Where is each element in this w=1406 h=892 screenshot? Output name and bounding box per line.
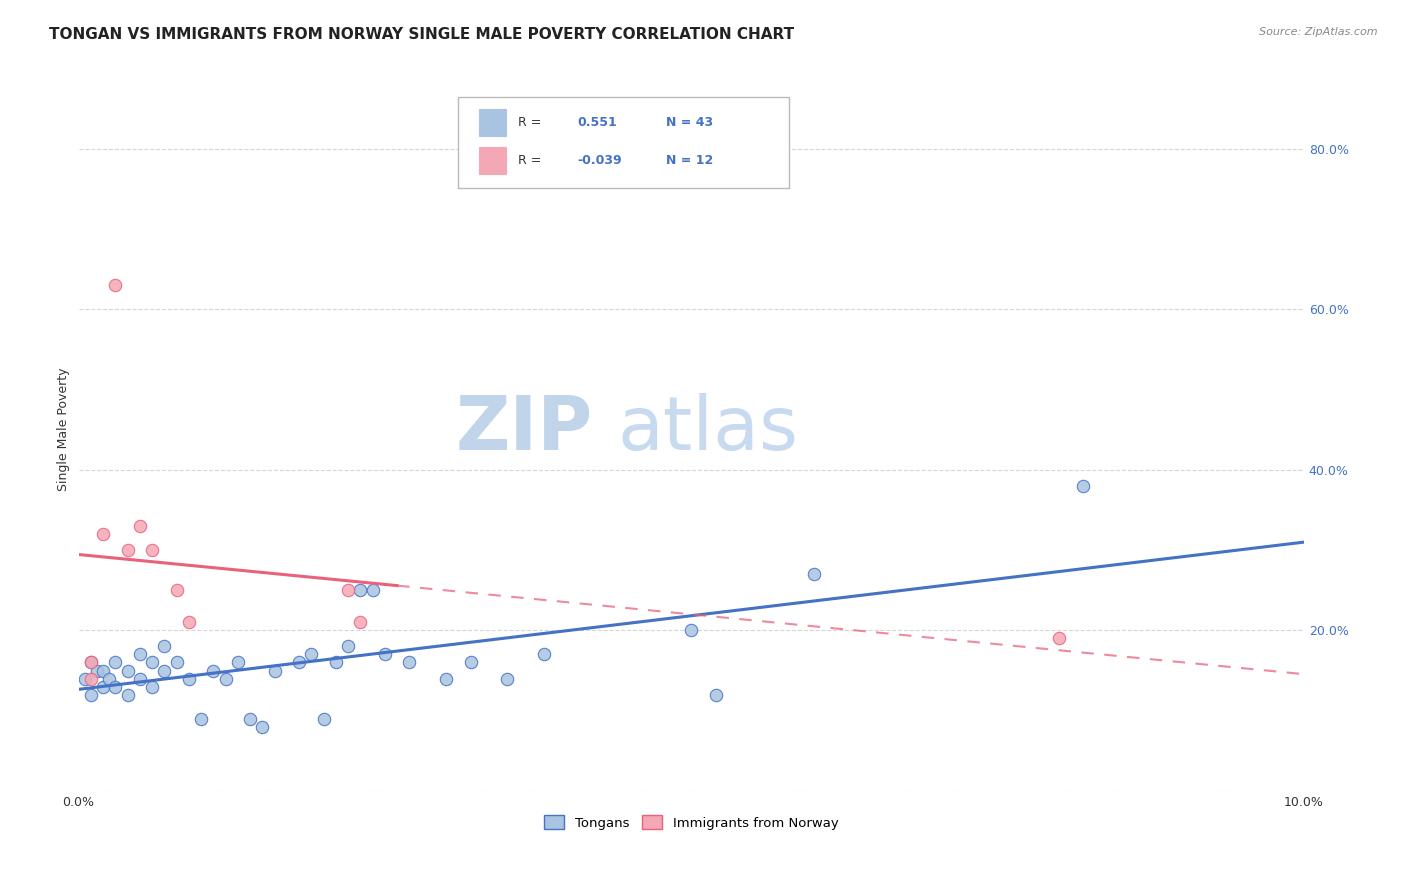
Point xyxy=(226,656,249,670)
Point xyxy=(104,680,127,694)
Point xyxy=(141,680,163,694)
Point xyxy=(374,648,396,662)
Point xyxy=(361,583,384,598)
Bar xyxy=(479,146,506,174)
Point xyxy=(117,688,139,702)
Point xyxy=(80,656,103,670)
Bar xyxy=(479,109,506,136)
Point xyxy=(337,640,360,654)
Point xyxy=(91,680,114,694)
Point xyxy=(299,648,322,662)
Point xyxy=(214,672,236,686)
Point xyxy=(166,656,188,670)
Point xyxy=(141,656,163,670)
Point xyxy=(263,664,285,678)
Text: R =: R = xyxy=(519,153,541,167)
Text: 0.551: 0.551 xyxy=(578,116,617,129)
Point xyxy=(141,543,163,558)
Point xyxy=(117,543,139,558)
Point xyxy=(153,664,176,678)
Text: -0.039: -0.039 xyxy=(578,153,621,167)
Point xyxy=(190,712,212,726)
Point xyxy=(349,583,371,598)
Point xyxy=(1047,632,1070,646)
Point xyxy=(166,583,188,598)
Point xyxy=(533,648,555,662)
Text: N = 12: N = 12 xyxy=(665,153,713,167)
Point xyxy=(337,583,360,598)
Point xyxy=(98,672,121,686)
Point xyxy=(117,664,139,678)
Point xyxy=(312,712,335,726)
FancyBboxPatch shape xyxy=(458,97,789,187)
Point xyxy=(1073,479,1095,493)
Point xyxy=(80,688,103,702)
Point xyxy=(91,527,114,541)
Point xyxy=(681,624,703,638)
Point xyxy=(252,720,274,734)
Legend: Tongans, Immigrants from Norway: Tongans, Immigrants from Norway xyxy=(538,810,844,835)
Point xyxy=(496,672,519,686)
Point xyxy=(803,567,825,582)
Point xyxy=(460,656,482,670)
Y-axis label: Single Male Poverty: Single Male Poverty xyxy=(58,368,70,491)
Point xyxy=(325,656,347,670)
Point xyxy=(153,640,176,654)
Point xyxy=(86,664,108,678)
Point xyxy=(80,672,103,686)
Point xyxy=(91,664,114,678)
Point xyxy=(434,672,457,686)
Text: R =: R = xyxy=(519,116,541,129)
Text: atlas: atlas xyxy=(617,393,799,467)
Point xyxy=(704,688,727,702)
Point xyxy=(80,656,103,670)
Point xyxy=(177,672,200,686)
Point xyxy=(202,664,225,678)
Point xyxy=(128,648,150,662)
Point xyxy=(128,519,150,533)
Point xyxy=(177,615,200,630)
Point xyxy=(104,656,127,670)
Point xyxy=(104,278,127,293)
Point xyxy=(239,712,262,726)
Text: Source: ZipAtlas.com: Source: ZipAtlas.com xyxy=(1260,27,1378,37)
Point xyxy=(128,672,150,686)
Text: ZIP: ZIP xyxy=(456,393,593,467)
Point xyxy=(398,656,420,670)
Text: TONGAN VS IMMIGRANTS FROM NORWAY SINGLE MALE POVERTY CORRELATION CHART: TONGAN VS IMMIGRANTS FROM NORWAY SINGLE … xyxy=(49,27,794,42)
Point xyxy=(73,672,96,686)
Point xyxy=(349,615,371,630)
Text: N = 43: N = 43 xyxy=(665,116,713,129)
Point xyxy=(288,656,311,670)
